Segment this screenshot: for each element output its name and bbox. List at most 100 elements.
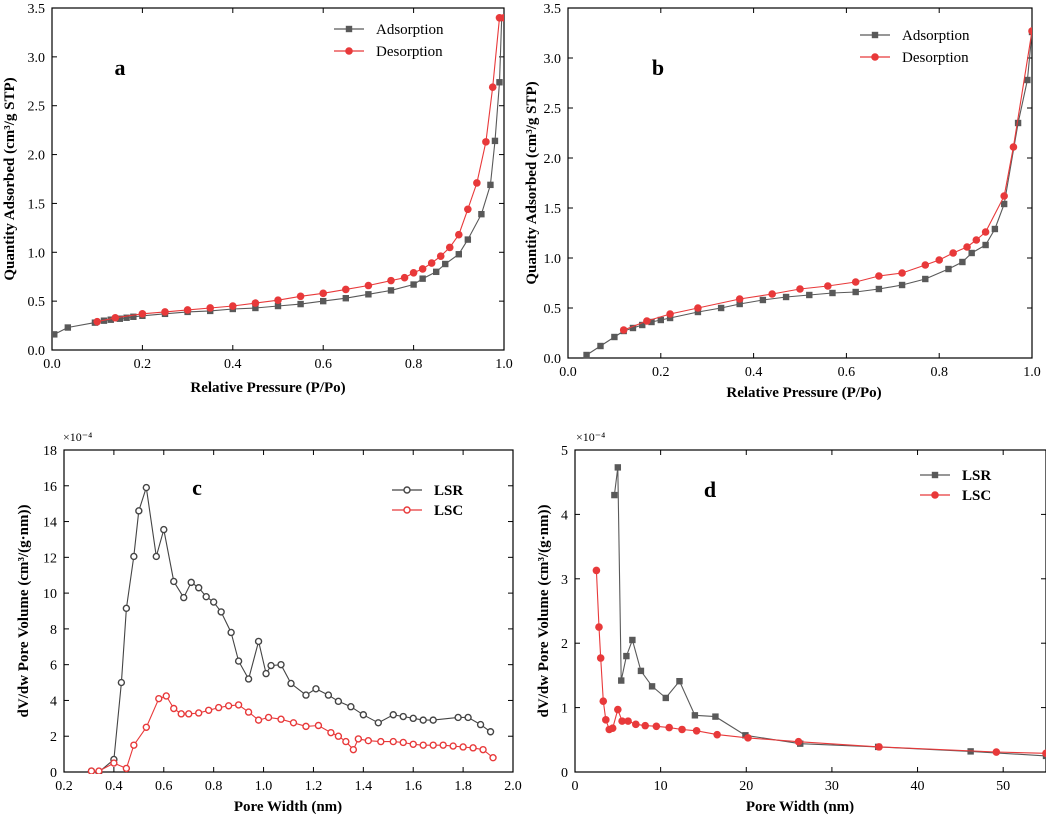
data-point bbox=[665, 723, 673, 732]
x-tick-label: 1.2 bbox=[305, 779, 323, 794]
data-point bbox=[469, 744, 477, 752]
data-point bbox=[596, 654, 605, 662]
data-point bbox=[652, 722, 661, 731]
x-tick-label: 0.2 bbox=[55, 779, 73, 794]
data-point bbox=[334, 697, 343, 706]
data-point bbox=[64, 324, 72, 331]
data-point bbox=[389, 711, 397, 719]
data-point bbox=[387, 287, 395, 294]
data-point bbox=[713, 730, 721, 739]
y-tick-label: 2.5 bbox=[544, 102, 562, 117]
data-point bbox=[1014, 119, 1022, 127]
data-point bbox=[459, 743, 467, 751]
data-point bbox=[409, 714, 417, 723]
data-point bbox=[796, 285, 804, 293]
data-point bbox=[488, 83, 497, 91]
y-tick-label: 0 bbox=[561, 766, 568, 781]
plot-area bbox=[592, 464, 1046, 760]
data-point bbox=[419, 716, 427, 724]
x-tick-label: 0.8 bbox=[930, 365, 948, 380]
data-point bbox=[806, 291, 813, 299]
x-tick-label: 0.8 bbox=[205, 779, 223, 794]
series-line bbox=[97, 17, 504, 323]
data-point bbox=[963, 243, 971, 251]
chart-panel-d: 0 10 20 30 40 50 0 1 2 3 4 5 ×10⁻⁴ Pore Width (nm) dV/… bbox=[536, 430, 1046, 815]
data-point bbox=[202, 592, 210, 601]
data-point bbox=[162, 692, 170, 700]
data-point bbox=[666, 310, 674, 318]
data-point bbox=[611, 333, 618, 341]
data-point bbox=[482, 138, 490, 146]
x-tick-label: 40 bbox=[911, 779, 925, 794]
data-point bbox=[130, 741, 138, 749]
data-point bbox=[935, 256, 943, 264]
y-tick-label: 0.0 bbox=[28, 344, 46, 359]
data-point bbox=[619, 326, 628, 334]
x-axis-label: Relative Pressure (P/Po) bbox=[726, 385, 881, 401]
legend-label: LSC bbox=[434, 503, 463, 519]
data-point bbox=[342, 285, 350, 294]
data-point bbox=[852, 288, 859, 296]
panel-label: d bbox=[704, 477, 716, 502]
series-line bbox=[586, 31, 1032, 356]
data-point bbox=[387, 276, 395, 285]
data-point bbox=[489, 753, 497, 762]
data-point bbox=[433, 268, 440, 276]
y-tick-label: 2.5 bbox=[28, 100, 46, 115]
data-point bbox=[194, 709, 203, 717]
series-line bbox=[613, 467, 1046, 757]
y-tick-label: 14 bbox=[43, 516, 57, 531]
data-point bbox=[130, 552, 138, 561]
data-point bbox=[455, 251, 462, 258]
legend-marker bbox=[403, 486, 411, 494]
data-point bbox=[768, 290, 776, 298]
data-point bbox=[327, 728, 335, 737]
legend-label: LSC bbox=[962, 488, 991, 504]
x-tick-label: 1.0 bbox=[495, 357, 513, 372]
data-point bbox=[122, 764, 131, 773]
data-point bbox=[759, 296, 767, 304]
data-point bbox=[342, 737, 350, 746]
data-point bbox=[52, 331, 58, 338]
data-point bbox=[264, 713, 273, 722]
panel-label: b bbox=[652, 55, 664, 80]
data-point bbox=[500, 13, 504, 22]
data-point bbox=[694, 304, 702, 312]
data-point bbox=[349, 745, 358, 754]
data-point bbox=[454, 713, 462, 722]
axes-frame bbox=[63, 449, 514, 773]
y-tick-label: 0 bbox=[50, 766, 57, 781]
y-tick-label: 10 bbox=[43, 587, 57, 602]
data-point bbox=[244, 675, 253, 683]
data-point bbox=[478, 210, 485, 218]
axes-frame bbox=[567, 7, 1033, 359]
x-tick-label: 30 bbox=[825, 779, 839, 794]
data-point bbox=[744, 734, 752, 742]
data-point bbox=[277, 715, 285, 723]
data-point bbox=[991, 225, 999, 233]
data-point bbox=[142, 483, 151, 492]
x-tick-label: 0.4 bbox=[745, 365, 763, 380]
data-point bbox=[717, 304, 725, 312]
data-point bbox=[342, 295, 349, 302]
x-tick-label: 2.0 bbox=[504, 779, 522, 794]
data-point bbox=[107, 316, 114, 323]
data-point bbox=[377, 737, 385, 746]
legend-marker bbox=[931, 491, 939, 499]
data-point bbox=[138, 310, 147, 318]
data-point bbox=[455, 230, 463, 239]
data-point bbox=[319, 289, 328, 298]
data-point bbox=[251, 299, 260, 307]
legend-label: Desorption bbox=[902, 50, 969, 66]
data-point bbox=[262, 669, 270, 678]
legend-label: LSR bbox=[434, 483, 463, 499]
data-point bbox=[666, 314, 674, 322]
data-point bbox=[875, 272, 883, 280]
data-point bbox=[254, 716, 263, 724]
data-point bbox=[442, 260, 449, 268]
data-point bbox=[614, 705, 622, 714]
chart-panel-a: 0.0 0.2 0.4 0.6 0.8 1.0 0.0 0.5 1.0 1.5 2.0 2.5 3.0 3… bbox=[2, 2, 513, 396]
data-point bbox=[611, 491, 618, 499]
data-point bbox=[185, 710, 193, 718]
